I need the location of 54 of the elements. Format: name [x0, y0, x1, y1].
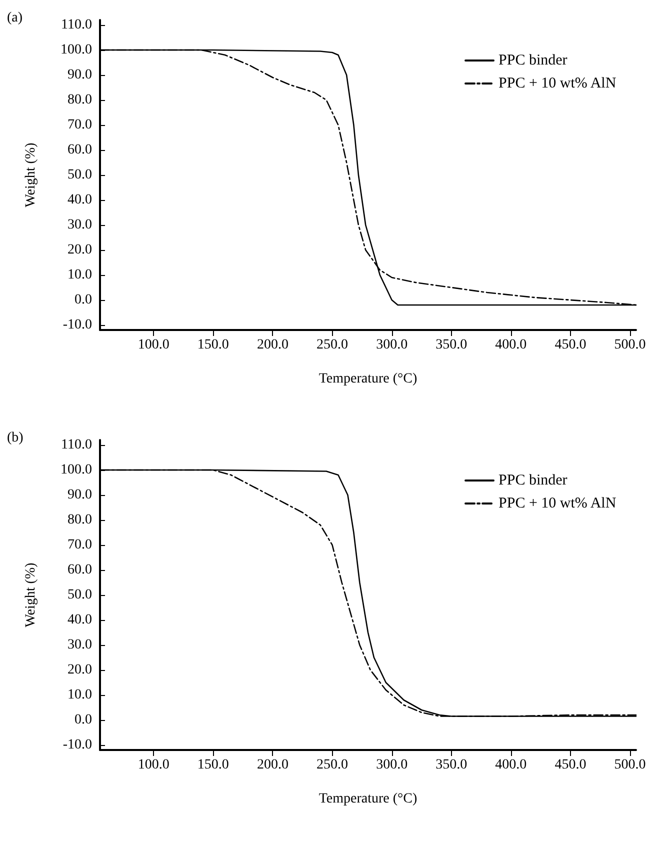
legend-label: PPC + 10 wt% AlN [498, 76, 616, 92]
y-tick-label: 60.0 [68, 142, 92, 158]
y-tick-label: 80.0 [68, 512, 92, 528]
y-tick-label: 10.0 [68, 268, 92, 282]
y-tick-label: 30.0 [68, 218, 92, 232]
y-tick-label: 50.0 [68, 588, 92, 602]
legend-label: PPC binder [498, 472, 568, 488]
y-tick-label: 40.0 [68, 612, 92, 628]
y-tick-label: 20.0 [68, 242, 92, 258]
x-tick-label: 250.0 [316, 758, 348, 772]
chart-title: (a) [7, 10, 23, 26]
legend-label: PPC + 10 wt% AlN [498, 496, 616, 512]
x-tick-label: 250.0 [316, 338, 348, 352]
x-axis-title: Temperature (°C) [318, 372, 418, 386]
x-tick-label: 300.0 [376, 338, 408, 352]
y-tick-label: 90.0 [68, 488, 92, 502]
x-tick-label: 100.0 [138, 758, 170, 772]
y-axis-title: Weight (%) [24, 562, 38, 628]
y-tick-label: 0.0 [74, 292, 92, 308]
x-tick-label: 200.0 [256, 758, 288, 772]
y-tick-label: 110.0 [61, 438, 92, 452]
y-tick-label: -10.0 [62, 738, 92, 752]
y-tick-label: 110.0 [61, 18, 92, 32]
y-tick-label: -10.0 [62, 318, 92, 332]
x-tick-label: 500.0 [614, 338, 646, 352]
x-tick-label: 200.0 [256, 338, 288, 352]
chart-title: (b) [7, 430, 24, 446]
x-tick-label: 500.0 [614, 758, 646, 772]
y-tick-label: 50.0 [68, 168, 92, 182]
y-tick-label: 100.0 [60, 42, 92, 58]
y-tick-label: 0.0 [74, 712, 92, 728]
y-tick-label: 60.0 [68, 562, 92, 578]
y-tick-label: 30.0 [68, 638, 92, 652]
x-tick-label: 350.0 [436, 758, 468, 772]
y-tick-label: 20.0 [68, 662, 92, 678]
x-tick-label: 450.0 [554, 338, 586, 352]
x-tick-label: 450.0 [554, 758, 586, 772]
x-tick-label: 150.0 [197, 338, 229, 352]
x-tick-label: 150.0 [197, 758, 229, 772]
y-tick-label: 10.0 [68, 688, 92, 702]
x-tick-label: 100.0 [138, 338, 170, 352]
y-tick-label: 70.0 [68, 118, 92, 132]
x-tick-label: 400.0 [495, 338, 527, 352]
x-tick-label: 350.0 [436, 338, 468, 352]
x-tick-label: 300.0 [376, 758, 408, 772]
y-tick-label: 70.0 [68, 538, 92, 552]
y-tick-label: 80.0 [68, 92, 92, 108]
y-tick-label: 100.0 [60, 462, 92, 478]
x-axis-title: Temperature (°C) [318, 792, 418, 806]
y-tick-label: 90.0 [68, 68, 92, 82]
y-tick-label: 40.0 [68, 192, 92, 208]
x-tick-label: 400.0 [495, 758, 527, 772]
y-axis-title: Weight (%) [24, 142, 38, 208]
legend-label: PPC binder [498, 52, 568, 68]
